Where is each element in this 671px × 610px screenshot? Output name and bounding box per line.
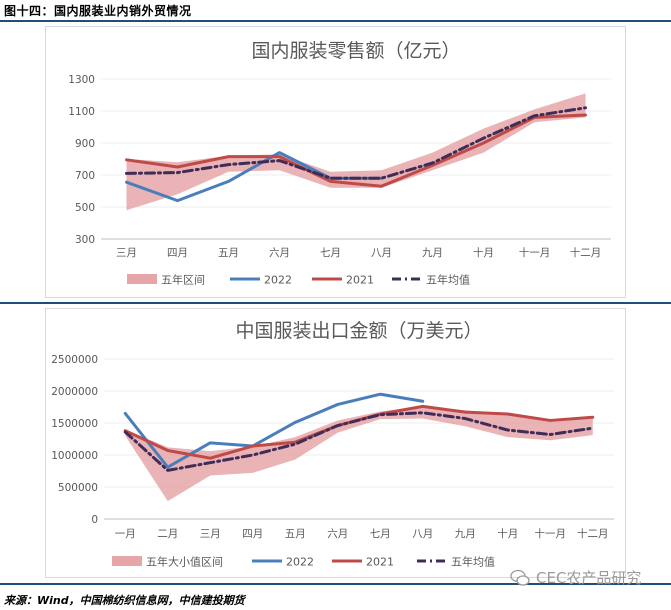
- legend-band-label: 五年区间: [161, 273, 205, 287]
- x-tick-label: 十一月: [519, 246, 551, 259]
- x-tick-label: 七月: [370, 528, 391, 540]
- export-value-chart: 中国服装出口金额（万美元） 0 500000 1000000 1500000 200000…: [45, 308, 626, 578]
- y-tick-label: 700: [75, 170, 95, 182]
- watermark-text: CEC农产品研究: [536, 569, 642, 587]
- legend-2022-label: 2022: [264, 274, 292, 287]
- y-tick-label: 1300: [68, 74, 95, 86]
- x-tick-label: 一月: [115, 528, 136, 540]
- series-2022-line: [123, 392, 425, 469]
- legend-band-label: 五年大小值区间: [146, 555, 223, 569]
- series-2021-line: [125, 113, 587, 188]
- watermark: CEC农产品研究: [510, 567, 641, 588]
- y-tick-label: 2000000: [51, 386, 98, 398]
- legend-band-swatch: [112, 556, 142, 566]
- chart-title: 中国服装出口金额（万美元）: [235, 320, 482, 342]
- x-tick-label: 三月: [116, 247, 137, 259]
- source-note: 来源：Wind，中国棉纺织信息网，中信建投期货: [4, 594, 245, 607]
- top-rule: [0, 20, 671, 22]
- legend-2021-label: 2021: [346, 274, 374, 287]
- x-tick-label: 六月: [327, 528, 348, 540]
- x-tick-label: 五月: [285, 528, 306, 540]
- x-tick-label: 五月: [218, 247, 239, 259]
- y-tick-label: 1000000: [51, 450, 98, 462]
- x-tick-label: 八月: [412, 528, 433, 540]
- y-tick-label: 900: [75, 138, 95, 150]
- x-tick-label: 九月: [422, 247, 443, 259]
- x-tick-label: 十二月: [577, 527, 609, 540]
- chart-title: 国内服装零售额（亿元）: [251, 40, 460, 62]
- wechat-icon: [510, 569, 530, 586]
- y-tick-label: 300: [75, 234, 95, 246]
- y-tick-label: 500: [75, 202, 95, 214]
- bottom-rule: [0, 583, 671, 585]
- x-tick-label: 二月: [157, 528, 178, 540]
- legend-2021-label: 2021: [366, 556, 394, 569]
- series-five-year-average-line: [125, 106, 587, 180]
- legend-band-swatch: [127, 274, 157, 284]
- legend-five-year-average-label: 五年均值: [451, 555, 495, 569]
- retail-sales-chart: 国内服装零售额（亿元） 300 500 700 900 1100 1300 三月 四月 五月 六月 七…: [45, 26, 626, 298]
- x-tick-label: 十二月: [570, 246, 602, 259]
- y-tick-label: 500000: [58, 482, 98, 494]
- x-tick-label: 四月: [242, 528, 263, 540]
- middle-rule: [0, 302, 671, 304]
- x-tick-label: 六月: [269, 247, 290, 259]
- legend-five-year-average-label: 五年均值: [426, 273, 470, 287]
- x-tick-label: 八月: [371, 247, 392, 259]
- y-tick-label: 0: [91, 514, 98, 526]
- legend-2022-label: 2022: [286, 556, 314, 569]
- x-tick-label: 九月: [455, 528, 476, 540]
- y-tick-label: 2500000: [51, 354, 98, 366]
- figure-title: 图十四：国内服装业内销外贸情况: [4, 4, 192, 18]
- retail-sales-chart-svg: 国内服装零售额（亿元） 300 500 700 900 1100 1300 三月 四月 五月 六月 七…: [68, 40, 611, 287]
- range-band: [126, 93, 586, 211]
- series-five-year-average-line: [123, 411, 595, 472]
- x-tick-label: 七月: [320, 247, 341, 259]
- range-band: [125, 406, 593, 502]
- x-tick-label: 十月: [497, 527, 518, 540]
- x-tick-label: 十月: [473, 246, 494, 259]
- y-tick-label: 1500000: [51, 418, 98, 430]
- x-tick-label: 十一月: [535, 527, 567, 540]
- y-tick-label: 1100: [68, 106, 95, 118]
- x-tick-label: 四月: [167, 247, 188, 259]
- x-tick-label: 三月: [200, 528, 221, 540]
- export-value-chart-svg: 中国服装出口金额（万美元） 0 500000 1000000 1500000 200000…: [51, 320, 614, 569]
